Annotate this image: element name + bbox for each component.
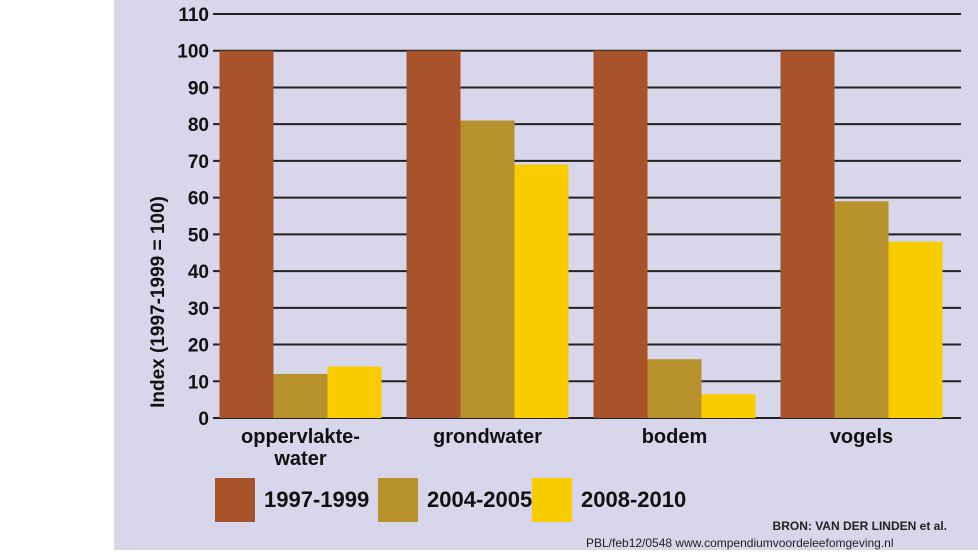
source-line-1: BRON: VAN DER LINDEN et al. <box>773 519 947 533</box>
bars <box>219 50 943 419</box>
legend-swatch-1997-1999 <box>215 478 255 522</box>
y-tick-label: 80 <box>188 115 209 136</box>
bar-2008-2010-1 <box>514 164 569 418</box>
bar-1997-1999-1 <box>406 50 461 419</box>
chart-panel: 0 10 20 30 40 50 60 70 80 90 100 110 oppervlakte-wa… <box>114 0 978 550</box>
x-category-label: oppervlakte- <box>241 426 360 448</box>
bar-2004-2005-0 <box>273 373 328 418</box>
legend-label: 1997-1999 <box>264 487 369 512</box>
y-tick-label: 50 <box>188 225 209 246</box>
y-tick-label: 110 <box>178 5 209 26</box>
y-tick-label: 0 <box>198 409 209 430</box>
x-category-label: water <box>273 448 326 470</box>
x-category-label: bodem <box>642 426 708 448</box>
bar-chart: 0 10 20 30 40 50 60 70 80 90 100 110 oppervlakte-wa… <box>148 5 961 550</box>
bar-1997-1999-3 <box>780 50 835 419</box>
bar-2008-2010-2 <box>701 394 756 418</box>
bar-2004-2005-2 <box>647 359 702 418</box>
bar-2004-2005-3 <box>834 201 889 418</box>
y-tick-label: 40 <box>188 262 209 283</box>
legend-swatch-2004-2005 <box>378 478 418 522</box>
legend: 1997-1999 2004-2005 2008-2010 <box>215 478 686 522</box>
y-axis-label: Index (1997-1999 = 100) <box>148 196 169 408</box>
x-category-labels: oppervlakte-water grondwater bodem vogels <box>241 426 893 470</box>
bar-1997-1999-0 <box>219 50 274 419</box>
y-tick-label: 30 <box>188 299 209 320</box>
y-tick-label: 10 <box>188 372 209 393</box>
y-tick-label: 70 <box>188 152 209 173</box>
y-tick-labels: 0 10 20 30 40 50 60 70 80 90 100 110 <box>177 5 209 430</box>
bar-2008-2010-3 <box>888 241 943 418</box>
y-tick-label: 90 <box>188 78 209 99</box>
y-tick-label: 100 <box>177 42 209 63</box>
y-tick-label: 20 <box>188 336 209 357</box>
legend-label: 2008-2010 <box>581 487 686 512</box>
x-category-label: vogels <box>830 426 893 448</box>
legend-label: 2004-2005 <box>427 487 532 512</box>
bar-2004-2005-1 <box>460 120 515 418</box>
x-category-label: grondwater <box>433 426 542 448</box>
bar-2008-2010-0 <box>327 366 382 418</box>
source-line-2: PBL/feb12/0548 www.compendiumvoordeleefo… <box>586 536 894 550</box>
y-tick-label: 60 <box>188 189 209 210</box>
legend-swatch-2008-2010 <box>532 478 572 522</box>
bar-1997-1999-2 <box>593 50 648 419</box>
